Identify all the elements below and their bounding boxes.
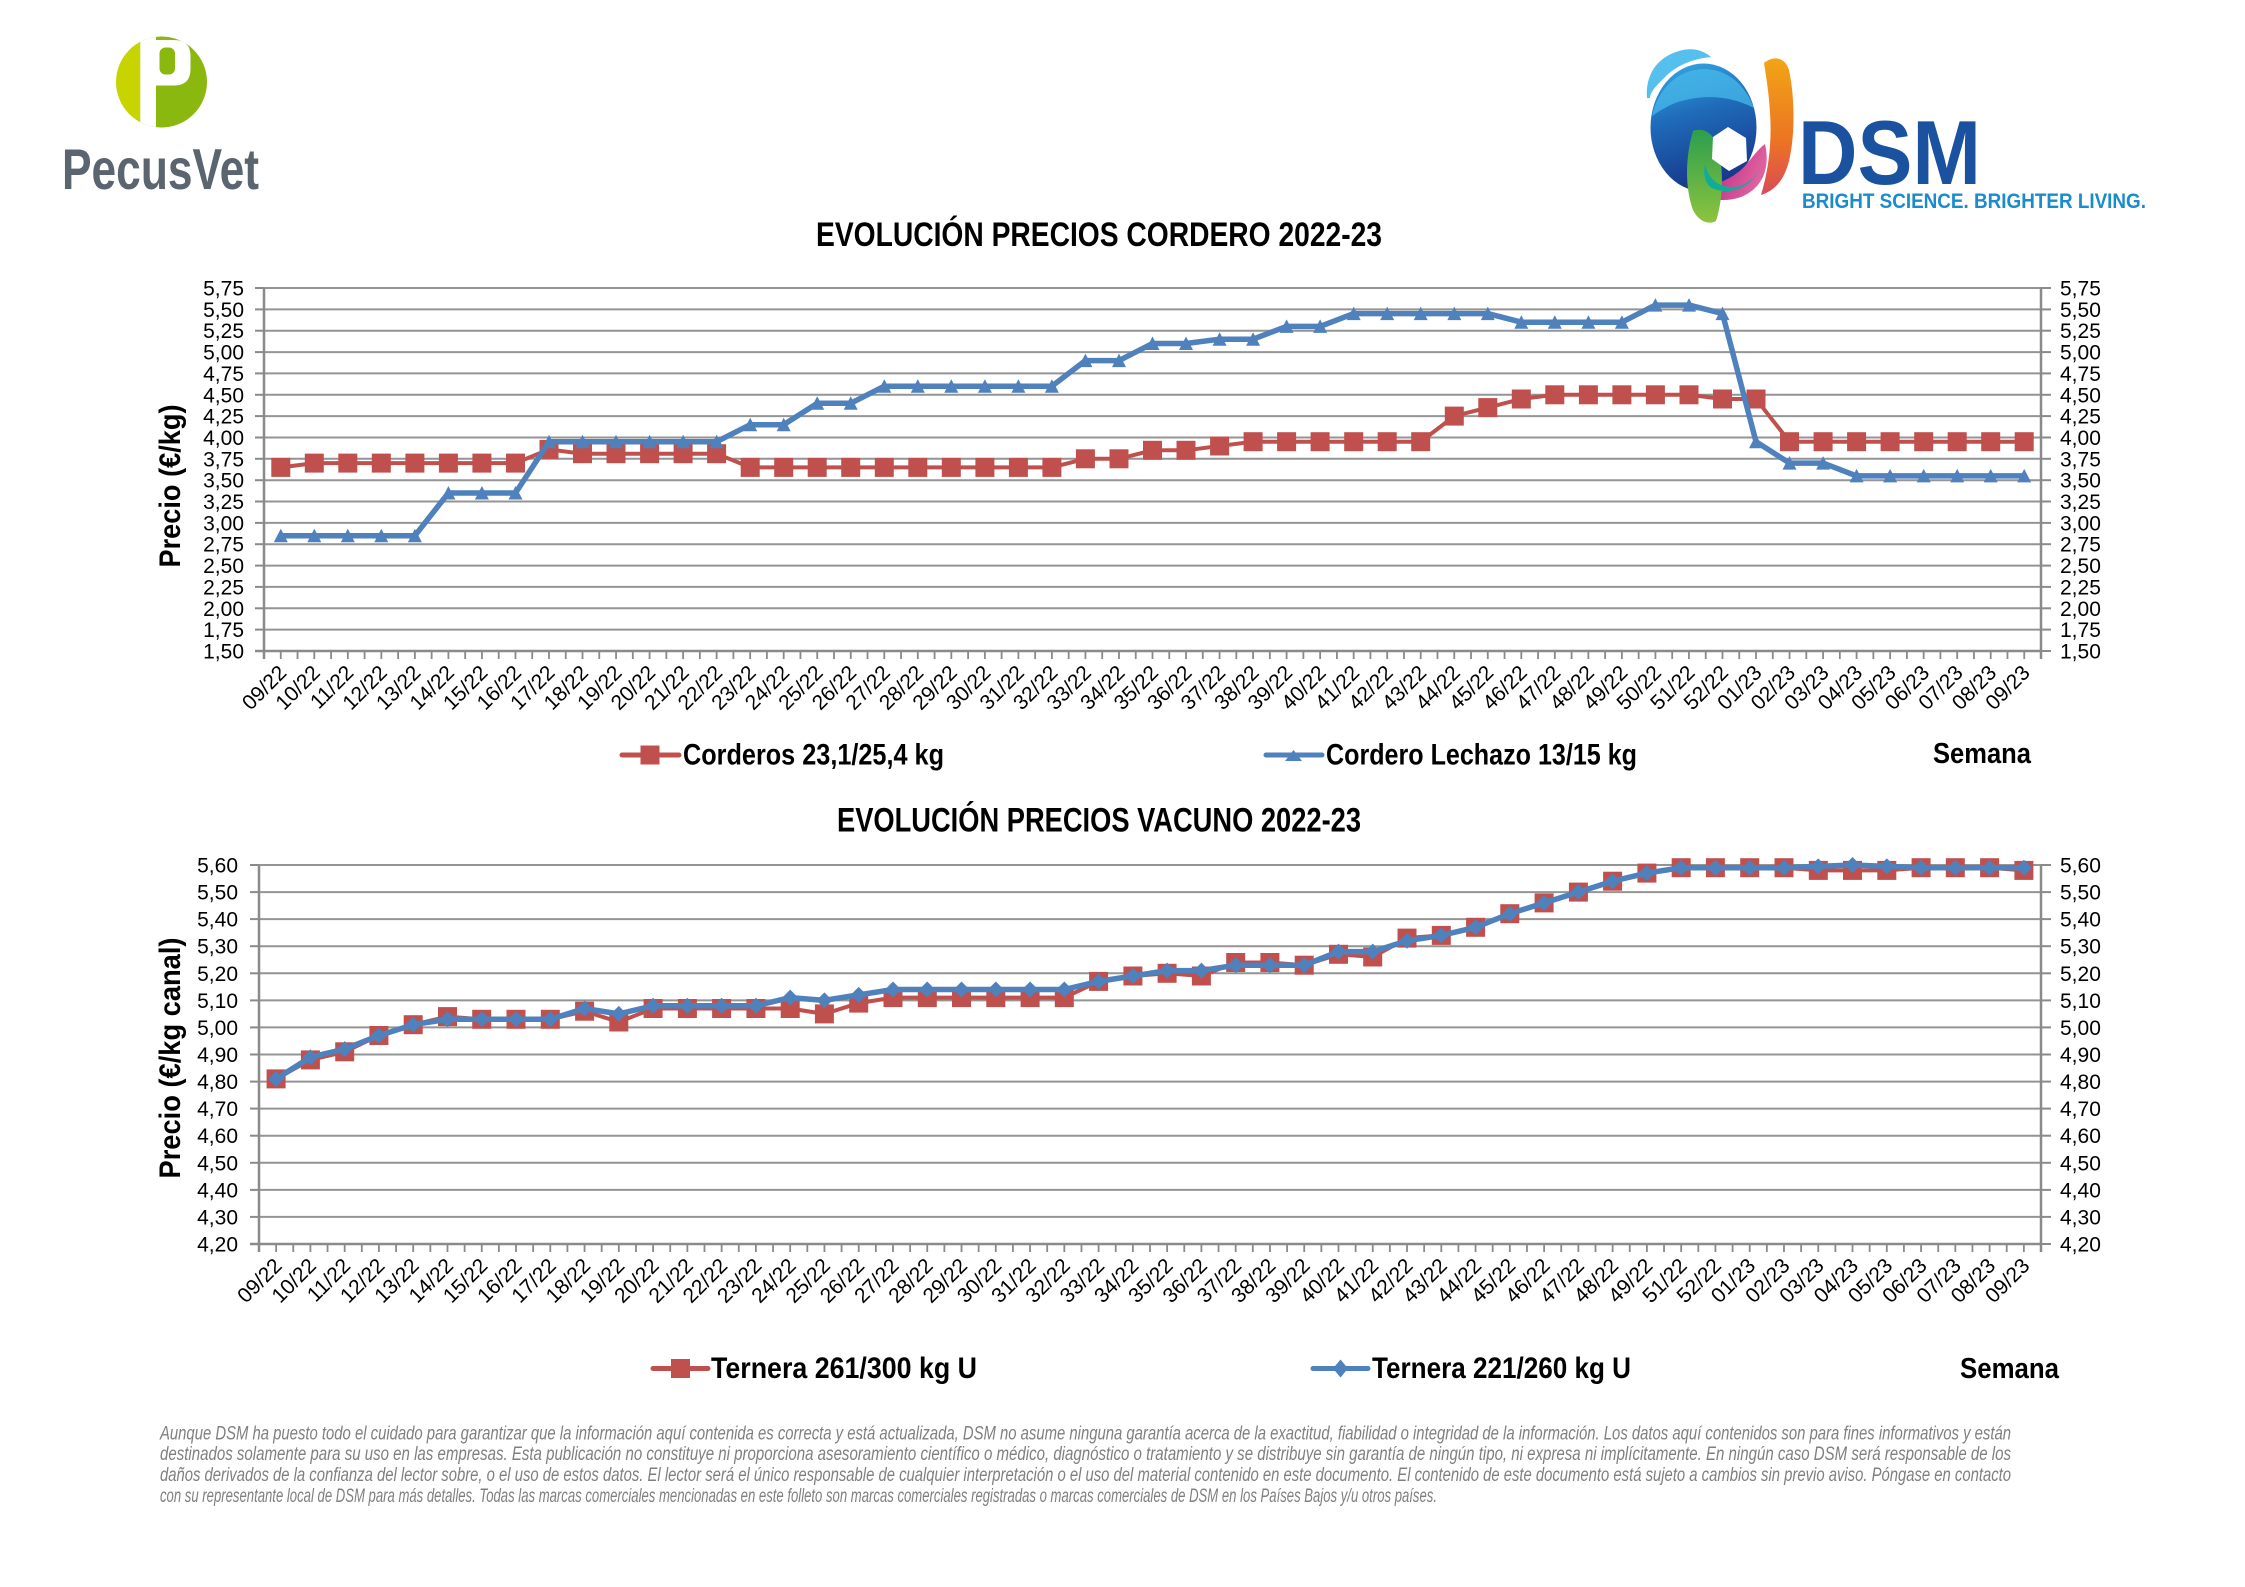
svg-text:4,80: 4,80 (197, 1071, 238, 1094)
svg-text:5,60: 5,60 (2060, 855, 2101, 878)
svg-text:4,30: 4,30 (2060, 1206, 2101, 1229)
svg-text:4,75: 4,75 (203, 363, 244, 386)
svg-text:4,20: 4,20 (2060, 1234, 2101, 1257)
svg-text:3,25: 3,25 (2060, 491, 2101, 514)
svg-text:4,25: 4,25 (2060, 406, 2101, 429)
svg-text:4,50: 4,50 (2060, 384, 2101, 407)
svg-text:5,20: 5,20 (197, 963, 238, 986)
svg-text:Precio (€/kg): Precio (€/kg) (154, 405, 187, 568)
svg-text:EVOLUCIÓN PRECIOS CORDERO 2022: EVOLUCIÓN PRECIOS CORDERO 2022-23 (816, 216, 1382, 254)
svg-text:Aunque DSM ha puesto todo el c: Aunque DSM ha puesto todo el cuidado par… (159, 1423, 2011, 1444)
svg-text:3,50: 3,50 (203, 470, 244, 493)
svg-text:4,20: 4,20 (197, 1234, 238, 1257)
svg-text:5,30: 5,30 (2060, 936, 2101, 959)
svg-text:5,10: 5,10 (197, 990, 238, 1013)
svg-text:2,75: 2,75 (203, 534, 244, 557)
svg-text:2,50: 2,50 (2060, 555, 2101, 578)
svg-text:5,25: 5,25 (203, 320, 244, 343)
svg-text:4,30: 4,30 (197, 1206, 238, 1229)
svg-text:4,80: 4,80 (2060, 1071, 2101, 1094)
svg-text:con su representante local de: con su representante local de DSM para m… (160, 1486, 1437, 1507)
svg-text:4,60: 4,60 (197, 1125, 238, 1148)
svg-text:2,25: 2,25 (2060, 576, 2101, 599)
svg-text:4,90: 4,90 (2060, 1044, 2101, 1067)
svg-text:Semana: Semana (1933, 738, 2032, 770)
svg-text:5,50: 5,50 (2060, 299, 2101, 322)
svg-text:3,25: 3,25 (203, 491, 244, 514)
svg-text:4,50: 4,50 (2060, 1152, 2101, 1175)
svg-text:2,75: 2,75 (2060, 534, 2101, 557)
svg-text:4,90: 4,90 (197, 1044, 238, 1067)
svg-text:4,40: 4,40 (197, 1179, 238, 1202)
svg-text:DSM: DSM (1798, 103, 1981, 204)
svg-text:4,50: 4,50 (197, 1152, 238, 1175)
svg-text:5,50: 5,50 (2060, 882, 2101, 905)
svg-text:Precio (€/kg canal): Precio (€/kg canal) (154, 938, 187, 1179)
svg-text:3,00: 3,00 (2060, 512, 2101, 535)
svg-text:5,50: 5,50 (203, 299, 244, 322)
svg-text:EVOLUCIÓN PRECIOS VACUNO 2022-: EVOLUCIÓN PRECIOS VACUNO 2022-23 (837, 802, 1361, 840)
svg-text:5,00: 5,00 (197, 1017, 238, 1040)
svg-text:5,25: 5,25 (2060, 320, 2101, 343)
svg-text:3,75: 3,75 (203, 448, 244, 471)
svg-text:3,50: 3,50 (2060, 470, 2101, 493)
svg-text:1,50: 1,50 (2060, 641, 2101, 664)
svg-text:3,75: 3,75 (2060, 448, 2101, 471)
svg-text:5,60: 5,60 (197, 855, 238, 878)
svg-text:5,00: 5,00 (2060, 1017, 2101, 1040)
svg-text:4,70: 4,70 (197, 1098, 238, 1121)
svg-text:Cordero Lechazo 13/15 kg: Cordero Lechazo 13/15 kg (1326, 739, 1637, 772)
svg-text:5,50: 5,50 (197, 882, 238, 905)
svg-text:1,75: 1,75 (203, 619, 244, 642)
svg-text:1,75: 1,75 (2060, 619, 2101, 642)
svg-text:2,50: 2,50 (203, 555, 244, 578)
svg-text:1,50: 1,50 (203, 641, 244, 664)
svg-text:4,70: 4,70 (2060, 1098, 2101, 1121)
svg-text:4,00: 4,00 (203, 427, 244, 450)
svg-text:4,00: 4,00 (2060, 427, 2101, 450)
svg-text:2,00: 2,00 (203, 598, 244, 621)
svg-text:3,00: 3,00 (203, 512, 244, 535)
svg-text:5,10: 5,10 (2060, 990, 2101, 1013)
svg-text:Corderos 23,1/25,4 kg: Corderos 23,1/25,4 kg (683, 739, 944, 772)
svg-text:destinados solamente para su u: destinados solamente para su uso en las … (160, 1444, 2011, 1465)
svg-text:4,75: 4,75 (2060, 363, 2101, 386)
svg-text:Semana: Semana (1960, 1353, 2060, 1385)
svg-text:5,20: 5,20 (2060, 963, 2101, 986)
svg-text:4,50: 4,50 (203, 384, 244, 407)
svg-text:5,75: 5,75 (203, 278, 244, 301)
svg-text:5,40: 5,40 (2060, 909, 2101, 932)
svg-text:4,60: 4,60 (2060, 1125, 2101, 1148)
svg-text:Ternera 261/300 kg U: Ternera 261/300 kg U (711, 1352, 977, 1385)
svg-text:2,25: 2,25 (203, 576, 244, 599)
svg-text:5,40: 5,40 (197, 909, 238, 932)
svg-text:Ternera 221/260 kg U: Ternera 221/260 kg U (1372, 1352, 1631, 1385)
svg-text:daños derivados de la confianz: daños derivados de la confianza del lect… (160, 1465, 2011, 1486)
svg-text:5,75: 5,75 (2060, 278, 2101, 301)
svg-text:4,40: 4,40 (2060, 1179, 2101, 1202)
svg-text:5,00: 5,00 (2060, 342, 2101, 365)
svg-text:BRIGHT SCIENCE. BRIGHTER LIVIN: BRIGHT SCIENCE. BRIGHTER LIVING. (1802, 189, 2146, 213)
svg-text:5,30: 5,30 (197, 936, 238, 959)
svg-text:5,00: 5,00 (203, 342, 244, 365)
svg-text:PecusVet: PecusVet (62, 138, 259, 202)
svg-text:2,00: 2,00 (2060, 598, 2101, 621)
svg-text:4,25: 4,25 (203, 406, 244, 429)
